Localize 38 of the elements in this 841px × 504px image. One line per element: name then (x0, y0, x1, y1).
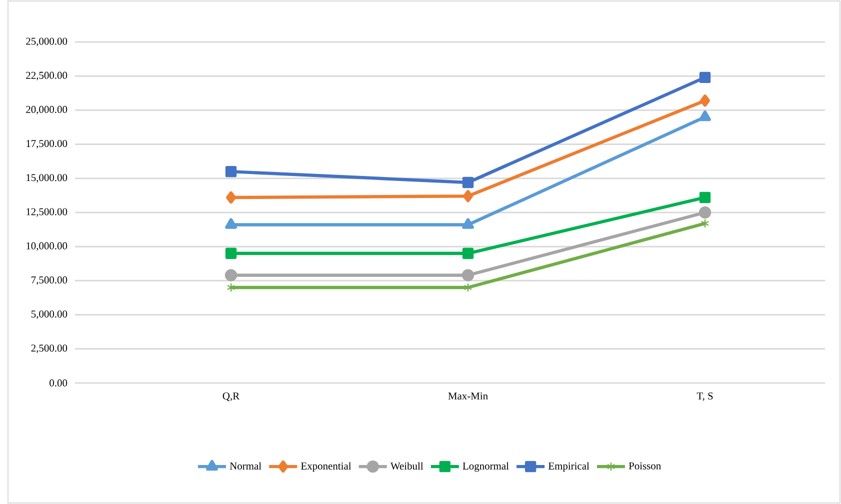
y-tick-label: 22,500.00 (26, 72, 68, 80)
x-tick-label: Q,R (222, 392, 240, 402)
y-tick-label: 7,500.00 (32, 276, 68, 285)
y-tick-label: 20,000.00 (26, 106, 68, 114)
point (700, 94, 710, 107)
point (224, 269, 238, 282)
point (462, 176, 474, 188)
y-tick-label: 5,000.00 (31, 310, 68, 320)
point (225, 248, 237, 260)
point (225, 166, 237, 178)
legend-label: Empirical (548, 462, 590, 472)
point (462, 248, 474, 260)
legend-label: Normal (230, 462, 262, 470)
point (700, 218, 710, 228)
point (464, 282, 472, 292)
legend-label: Lognormal (462, 462, 509, 472)
point (699, 192, 711, 204)
point (462, 218, 474, 229)
x-tick-label: Max-Min (448, 392, 488, 400)
legend-label: Weibull (390, 462, 424, 470)
y-tick-label: 12,500.00 (26, 208, 68, 217)
x-tick-label: T, S (696, 392, 713, 402)
y-tick-label: 17,500.00 (26, 140, 68, 149)
legend-label: Exponential (301, 462, 352, 472)
point (699, 110, 711, 122)
point (463, 190, 473, 202)
y-tick-label: 25,000.00 (26, 38, 68, 46)
point (225, 218, 237, 229)
y-tick-label: 2,500.00 (31, 344, 68, 354)
point (698, 206, 712, 219)
point (226, 191, 236, 204)
y-tick-label: 10,000.00 (26, 242, 68, 251)
point (226, 282, 236, 292)
point (699, 72, 711, 84)
y-tick-label: 15,000.00 (26, 174, 68, 183)
y-tick-label: 0.00 (50, 379, 68, 387)
legend-label: Poisson (628, 462, 661, 470)
point (462, 269, 474, 282)
